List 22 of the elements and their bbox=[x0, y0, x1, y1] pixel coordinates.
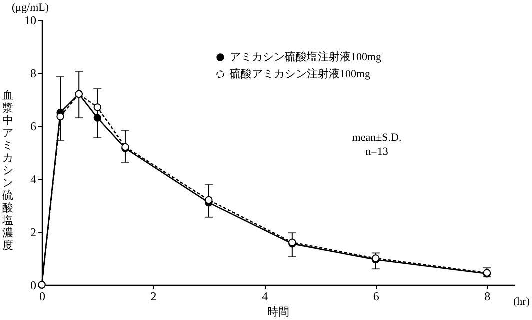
x-tick-label: 8 bbox=[484, 290, 491, 304]
text: (hr) bbox=[514, 296, 530, 308]
point bbox=[56, 112, 64, 121]
y-tick-label: 4 bbox=[30, 172, 36, 186]
y-tick-label: 2 bbox=[30, 226, 36, 240]
legend-label: アミカシン硫酸塩注射液100mg bbox=[230, 50, 382, 64]
y-tick-label: 6 bbox=[30, 120, 36, 134]
point bbox=[94, 104, 102, 112]
y-tick-label: 0 bbox=[30, 278, 36, 292]
x-tick-label: 6 bbox=[373, 290, 380, 304]
y-tick-label: 10 bbox=[24, 14, 36, 28]
x-tick-label: 4 bbox=[262, 290, 268, 304]
x-axis-title: 時間 bbox=[268, 306, 290, 318]
text: (μg/mL) bbox=[12, 2, 50, 14]
x-tick-label: 0 bbox=[40, 290, 46, 304]
annotation: mean±S.D. bbox=[352, 132, 402, 144]
y-tick-label: 8 bbox=[30, 66, 36, 80]
point bbox=[94, 114, 102, 122]
legend-label: 硫酸アミカシン注射液100mg bbox=[230, 68, 372, 80]
text: 血漿中アミカシン硫酸塩濃度 bbox=[2, 90, 14, 252]
x-tick-label: 2 bbox=[150, 290, 157, 304]
annotation: n=13 bbox=[366, 146, 389, 158]
